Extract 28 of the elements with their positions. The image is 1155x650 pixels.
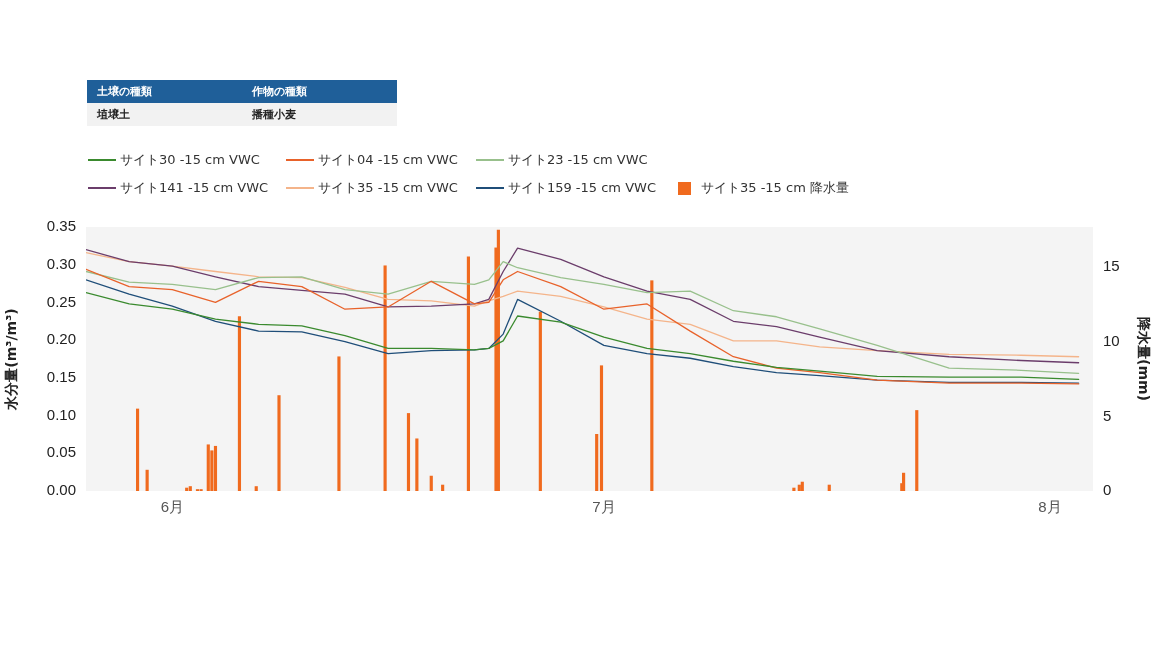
- text: 播種小麦: [242, 103, 397, 126]
- legend-label: サイト141 -15 cm VWC: [120, 179, 269, 197]
- text: 埴壌土: [87, 103, 242, 126]
- y2-tick-label: 5: [1103, 406, 1112, 424]
- legend-label: サイト30 -15 cm VWC: [120, 151, 260, 169]
- legend-label: サイト23 -15 cm VWC: [507, 151, 648, 169]
- y2-axis-title: 降水量(mm): [1135, 317, 1152, 401]
- legend-label: サイト35 -15 cm 降水量: [700, 179, 849, 197]
- y-tick-label: 0.00: [46, 481, 76, 499]
- y-tick-label: 0.15: [46, 368, 76, 385]
- y-tick-label: 0.10: [46, 405, 76, 423]
- y-tick-label: 0.05: [46, 443, 76, 461]
- x-tick-label: 7月: [592, 498, 616, 516]
- x-tick-label: 8月: [1038, 498, 1062, 516]
- legend-label: サイト159 -15 cm VWC: [507, 179, 656, 197]
- y-tick-label: 0.20: [46, 330, 76, 348]
- legend-label: サイト35 -15 cm VWC: [318, 179, 458, 197]
- y-tick-label: 0.30: [46, 254, 76, 272]
- legend-label: サイト04 -15 cm VWC: [318, 151, 458, 169]
- y-tick-label: 0.25: [46, 292, 76, 310]
- y2-tick-label: 15: [1103, 257, 1120, 275]
- text: 作物の種類: [242, 80, 397, 103]
- text: 土壌の種類: [87, 80, 242, 103]
- y2-tick-label: 0: [1103, 481, 1112, 499]
- y-axis-title: 水分量(m³/m³): [3, 308, 20, 411]
- y2-tick-label: 10: [1103, 331, 1120, 349]
- x-tick-label: 6月: [160, 498, 184, 516]
- y-tick-label: 0.35: [46, 217, 76, 235]
